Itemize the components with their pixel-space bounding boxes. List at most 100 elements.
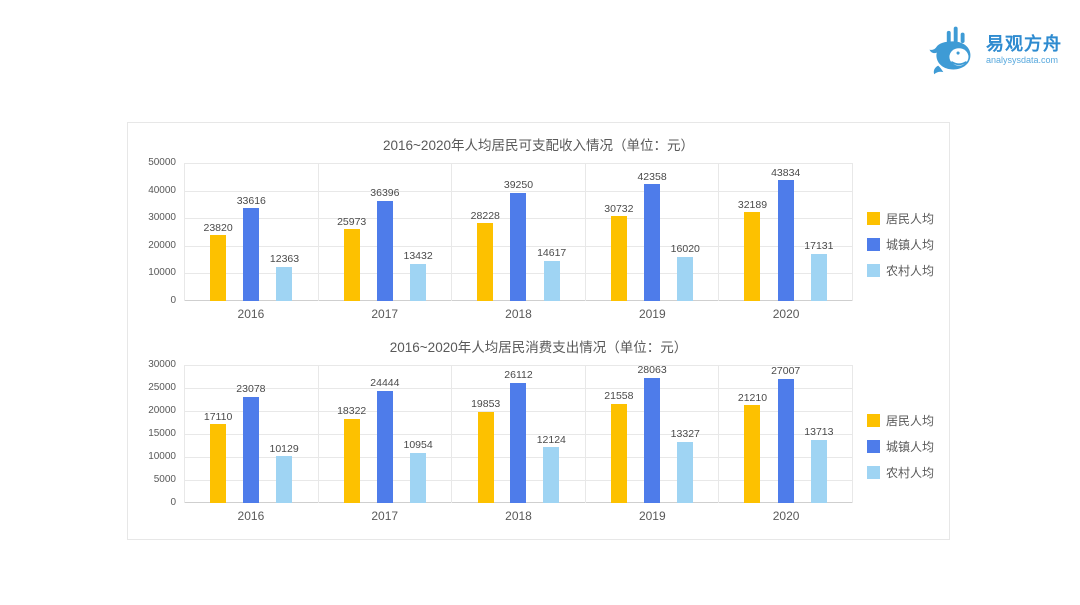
bar-group-column: 36396 [370, 163, 399, 301]
bar-value-label: 13327 [670, 428, 700, 441]
bar-group-column: 28228 [471, 163, 500, 301]
legend-item: 农村人均 [867, 464, 949, 481]
bar-value-label: 19853 [471, 398, 501, 411]
bar [510, 382, 527, 503]
bar-group-column: 21210 [738, 365, 767, 503]
bar-group-column: 39250 [504, 163, 533, 301]
bar [744, 212, 761, 301]
bar-value-label: 12363 [269, 253, 300, 266]
legend-swatch [867, 211, 880, 225]
bar-value-label: 33616 [236, 194, 266, 207]
bar-value-label: 14617 [537, 247, 567, 260]
x-axis: 2016 2017 2018 2019 2020 [184, 301, 853, 325]
legend-label: 居民人均 [886, 413, 935, 428]
y-tick-label: 15000 [148, 428, 176, 439]
bar-value-label: 24444 [370, 377, 400, 390]
bar [376, 200, 393, 301]
bar [610, 403, 627, 503]
bar [242, 396, 259, 503]
bar [243, 208, 260, 301]
bar-value-label: 18322 [337, 405, 367, 418]
plot-area: 17110 23078 10129 18322 24444 10954 19853 26112… [184, 365, 853, 503]
category-label: 2019 [638, 307, 666, 321]
y-tick-label: 20000 [148, 405, 176, 416]
grid-line [185, 365, 853, 366]
bar-group-column: 27007 [771, 365, 800, 503]
bar-value-label: 23820 [203, 221, 233, 234]
bar-group-column: 17131 [804, 163, 833, 301]
bar [210, 235, 227, 301]
bar-group-column: 21558 [604, 365, 633, 503]
legend-item: 居民人均 [867, 210, 949, 227]
bar [477, 411, 494, 503]
bar-value-label: 28228 [470, 209, 500, 222]
category-cell: 18322 24444 10954 [319, 365, 453, 503]
category-cell: 17110 23078 10129 [185, 365, 319, 503]
bar-value-label: 23078 [236, 383, 266, 396]
bar [343, 229, 360, 301]
category-label: 2018 [505, 307, 532, 321]
category-label: 2016 [237, 307, 265, 321]
bar [410, 452, 427, 503]
category-label: 2016 [237, 509, 265, 523]
bar-value-label: 21558 [604, 390, 634, 403]
y-tick-label: 30000 [148, 359, 176, 370]
bar [543, 260, 560, 301]
bar [543, 447, 560, 503]
category-cell: 30732 42358 16020 [586, 163, 720, 301]
legend-swatch [867, 263, 880, 277]
grid-line [185, 190, 853, 192]
legend-label: 居民人均 [886, 211, 935, 226]
bar-value-label: 10129 [269, 442, 299, 455]
y-tick-label: 10000 [148, 451, 176, 462]
y-axis: 50000 40000 30000 20000 10000 0 [128, 157, 184, 306]
bar-value-label: 42358 [637, 170, 667, 183]
category-cell: 21558 28063 13327 [586, 365, 720, 503]
bar [276, 456, 293, 503]
bar-group-column: 23078 [236, 365, 266, 503]
bar-value-label: 12124 [536, 433, 566, 446]
category-cell: 21210 27007 13713 [719, 365, 853, 503]
category-cell: 23820 33616 12363 [185, 163, 319, 301]
bar-group-column: 42358 [637, 163, 667, 301]
bar-value-label: 13713 [804, 426, 834, 439]
bar-group-column: 10954 [403, 365, 433, 503]
bar-group-column: 16020 [671, 163, 700, 301]
bar [343, 418, 360, 503]
bar [410, 263, 427, 301]
legend-label: 城镇人均 [886, 439, 935, 454]
logo-text: 易观方舟 analysysdata.com [986, 34, 1062, 65]
brand-domain: analysysdata.com [986, 55, 1059, 66]
bar-value-label: 36396 [370, 187, 400, 200]
bar [477, 223, 494, 301]
y-tick-label: 50000 [148, 157, 176, 168]
bar-group-column: 13432 [403, 163, 433, 301]
category-label: 2019 [638, 509, 666, 523]
bar [644, 377, 661, 503]
bar-value-label: 13432 [403, 250, 433, 263]
bar-value-label: 21210 [737, 391, 768, 404]
bar [744, 405, 761, 503]
bar [777, 378, 794, 503]
chart-title: 2016~2020年人均居民可支配收入情况（单位：元） [383, 138, 694, 153]
bar-value-label: 43834 [771, 166, 801, 179]
bar-value-label: 28063 [637, 364, 667, 376]
bar-value-label: 25973 [337, 215, 367, 228]
bar [677, 441, 694, 503]
bar-value-label: 17131 [804, 240, 834, 253]
legend-label: 农村人均 [886, 263, 935, 278]
legend: 居民人均城镇人均农村人均 [853, 163, 949, 325]
chart-body: 50000 40000 30000 20000 10000 0 23820 33616 123… [128, 157, 949, 325]
legend-item: 居民人均 [867, 412, 949, 429]
grid-line [185, 163, 853, 164]
bar-group-column: 23820 [203, 163, 233, 301]
legend-item: 城镇人均 [867, 236, 949, 253]
bar-value-label: 27007 [771, 365, 801, 378]
bar-group-column: 12124 [537, 365, 566, 503]
y-tick-label: 25000 [148, 382, 176, 393]
category-cell: 32189 43834 17131 [719, 163, 853, 301]
category-label: 2020 [772, 307, 800, 321]
bar [677, 256, 694, 301]
y-tick-label: 5000 [153, 474, 176, 485]
category-row: 23820 33616 12363 25973 36396 13432 28228 39250… [185, 163, 853, 301]
